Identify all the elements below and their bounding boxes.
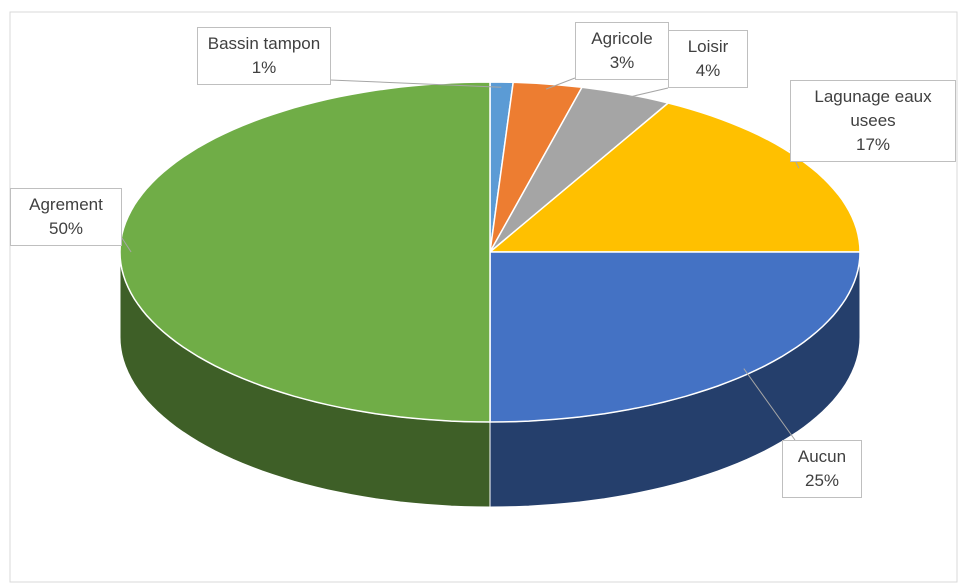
leader-line [621,87,669,100]
slice [489,86,670,253]
leader-line [329,79,502,88]
chart-frame [9,11,958,583]
category-label: Bassin tampon [207,34,321,53]
category-label: Agricole [591,29,653,48]
value-label: 3% [609,53,635,72]
data-label: Loisir 4% [668,30,748,88]
value-label: 17% [855,135,891,154]
data-label: Agricole 3% [575,22,669,80]
leader-line [545,77,576,90]
leader-line [121,237,132,253]
value-label: 50% [48,219,84,238]
data-label: Lagunage eaux usees 17% [790,80,956,162]
data-label: Agrement 50% [10,188,122,246]
slice [487,102,861,253]
category-label: Lagunage eaux usees [814,87,932,130]
data-label: Aucun 25% [782,440,862,498]
category-label: Agrement [29,195,103,214]
slice [489,251,861,423]
leader-line [743,368,796,441]
category-label: Aucun [797,447,847,466]
slice [119,81,491,423]
value-label: 1% [251,58,277,77]
category-label: Loisir [687,37,729,56]
value-label: 4% [695,61,721,80]
value-label: 25% [804,471,840,490]
data-label: Bassin tampon 1% [197,27,331,85]
